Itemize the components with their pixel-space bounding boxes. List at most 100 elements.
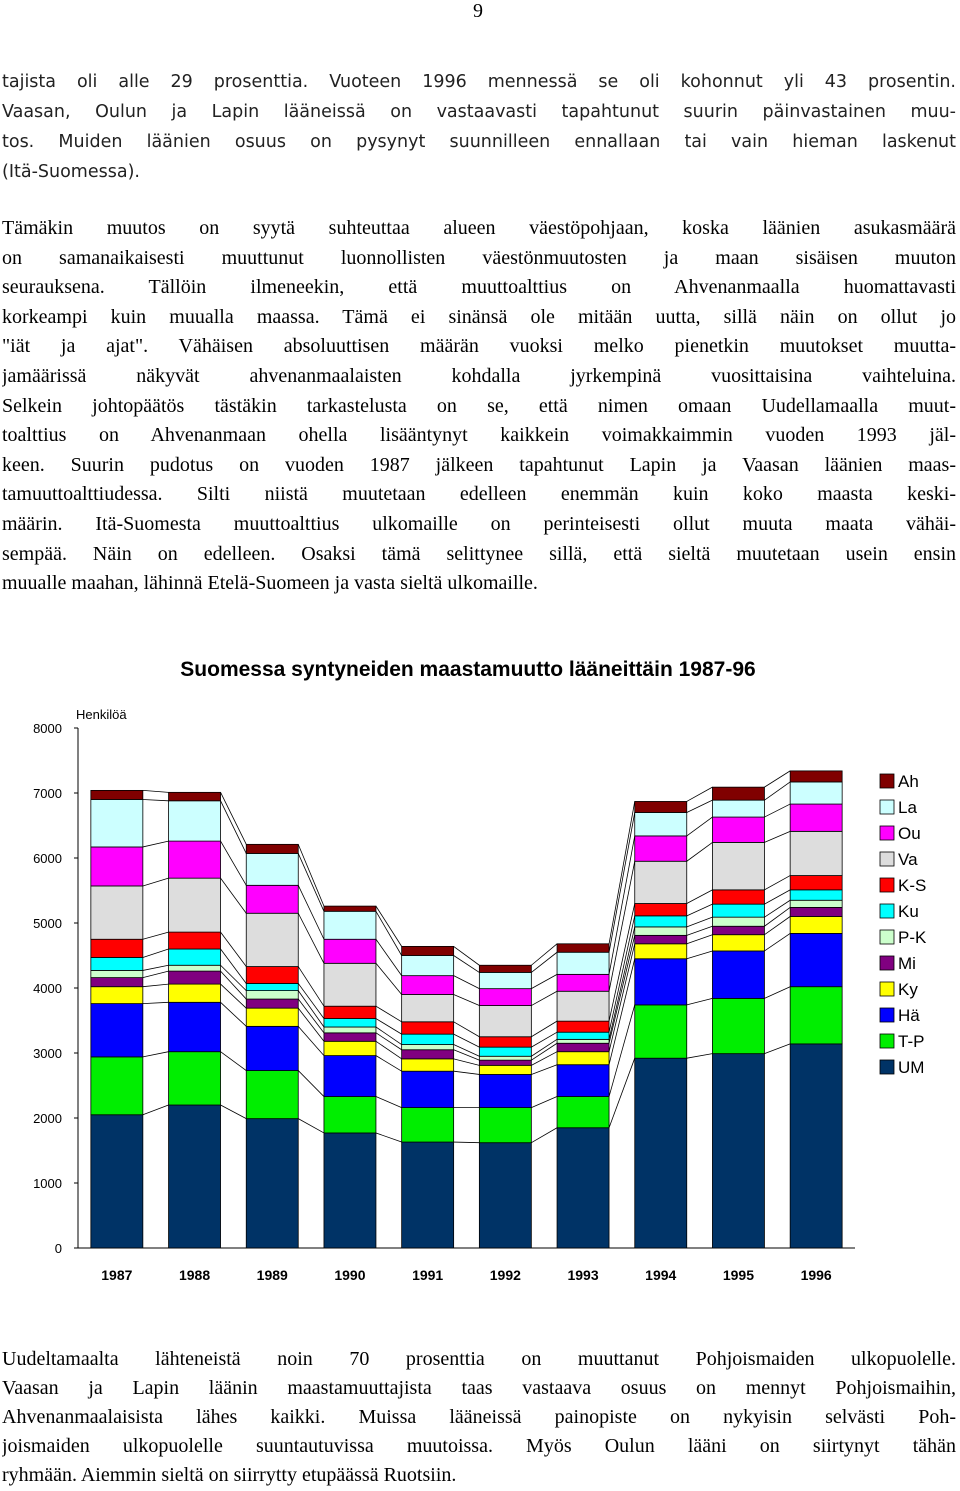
paragraph: Uudeltamaalta lähteneistä noin 70 prosen… <box>2 1345 956 1490</box>
bar-segment <box>245 966 299 984</box>
series-line <box>142 964 169 971</box>
bar-segment <box>90 799 144 848</box>
bar-segment <box>168 1104 221 1249</box>
bar-segment <box>401 1107 455 1143</box>
chart: Suomessa syntyneiden maastamuutto läänei… <box>33 658 927 1283</box>
bar-segment <box>245 1118 299 1249</box>
bar-segment <box>789 830 843 876</box>
bar-segment <box>556 990 610 1022</box>
bar-segment <box>245 1070 299 1120</box>
y-tick-label: 6000 <box>33 851 62 866</box>
bar-segment <box>90 986 144 1005</box>
bar-segment <box>634 943 688 960</box>
series-line <box>297 998 325 1034</box>
series-line <box>142 877 169 887</box>
bar-segment <box>168 1051 221 1106</box>
bar-segment <box>789 906 843 917</box>
bar-segment <box>168 931 221 950</box>
series-line <box>531 1020 558 1038</box>
text-line: korkeampi kuin muualla maassa. Tämä ei s… <box>2 305 956 328</box>
bar-segment <box>90 1114 144 1249</box>
bar-segment <box>168 877 221 933</box>
series-line <box>220 877 247 914</box>
series-line <box>142 970 169 978</box>
y-tick-label: 4000 <box>33 981 62 996</box>
series-line <box>375 1096 402 1108</box>
series-line <box>297 853 325 912</box>
series-line <box>686 842 713 862</box>
legend-swatch <box>879 981 895 997</box>
series-line <box>764 986 791 999</box>
text-line: jamäärissä näkyvät ahvenanmaalaisten koh… <box>2 364 956 387</box>
text-line: tamuuttoalttiudessa. Silti niistä muutet… <box>2 483 956 506</box>
series-line <box>453 1070 480 1075</box>
bar-segment <box>712 1053 765 1249</box>
series-line <box>686 786 713 802</box>
series-line <box>297 1007 325 1042</box>
page-number: 9 <box>473 0 483 22</box>
bar-segment <box>634 934 688 945</box>
legend-swatch <box>879 825 895 841</box>
text-line: seurauksena. Tällöin ilmeneekin, että mu… <box>2 276 956 299</box>
legend-swatch <box>879 1033 895 1049</box>
series-line <box>220 840 247 886</box>
bar-segment <box>789 1043 843 1249</box>
series-line <box>220 1002 247 1027</box>
text-line: toalttius on Ahvenanmaan ohella lisäänty… <box>2 424 956 447</box>
y-tick-label: 1000 <box>33 1176 62 1191</box>
series-line <box>686 903 713 917</box>
series-line <box>686 916 713 928</box>
series-line <box>297 966 325 1007</box>
text-line: Tämäkin muutos on syytä suhteuttaa aluee… <box>2 217 956 239</box>
bar-segment <box>634 1004 688 1059</box>
series-line <box>297 1026 325 1056</box>
bar-segment <box>323 1018 377 1028</box>
bar-segment <box>712 889 765 905</box>
series-line <box>764 875 791 891</box>
series-line <box>453 975 480 990</box>
bar-segment <box>556 1127 610 1249</box>
legend-label: Ou <box>898 824 921 843</box>
bar-segment <box>556 1020 610 1033</box>
legend-label: P-K <box>898 928 927 947</box>
bar-segment <box>478 1036 532 1048</box>
text-line: tos. Muiden läänien osuus on pysynyt suu… <box>2 132 956 152</box>
bar-segment <box>478 1107 532 1144</box>
series-line <box>220 1051 247 1071</box>
bar-segment <box>90 1003 144 1058</box>
series-line <box>142 1051 169 1058</box>
bar-segment <box>323 1005 377 1019</box>
series-line <box>142 983 169 988</box>
series-line <box>142 790 169 793</box>
series-line <box>375 1026 402 1045</box>
series-line <box>220 948 247 984</box>
y-axis-label: Henkilöä <box>76 707 127 722</box>
series-line <box>764 899 791 918</box>
series-line <box>531 951 558 973</box>
bar-segment <box>478 971 532 990</box>
bar-segment <box>556 1042 610 1053</box>
series-line <box>531 1096 558 1108</box>
series-line <box>375 1005 402 1023</box>
legend-label: Va <box>898 850 918 869</box>
legend-label: K-S <box>898 876 926 895</box>
series-line <box>297 913 325 964</box>
legend-label: La <box>898 798 917 817</box>
series-line <box>764 907 791 927</box>
bar-segment <box>478 988 532 1006</box>
x-tick-label: 1989 <box>257 1267 288 1283</box>
series-line <box>453 1021 480 1038</box>
bar-segment <box>634 903 688 917</box>
bar-segment <box>712 903 765 918</box>
series-line <box>297 990 325 1028</box>
bar-segment <box>478 1074 532 1109</box>
series-line <box>375 911 402 956</box>
legend-swatch <box>879 799 895 815</box>
series-line <box>297 844 325 907</box>
legend-swatch <box>879 877 895 893</box>
text-line: Vaasan ja Lapin läänin maastamuuttajista… <box>2 1377 956 1399</box>
bar-segment <box>556 1031 610 1040</box>
bar-segment <box>90 846 144 887</box>
bar-segment <box>478 964 532 973</box>
bar-segment <box>789 932 843 988</box>
